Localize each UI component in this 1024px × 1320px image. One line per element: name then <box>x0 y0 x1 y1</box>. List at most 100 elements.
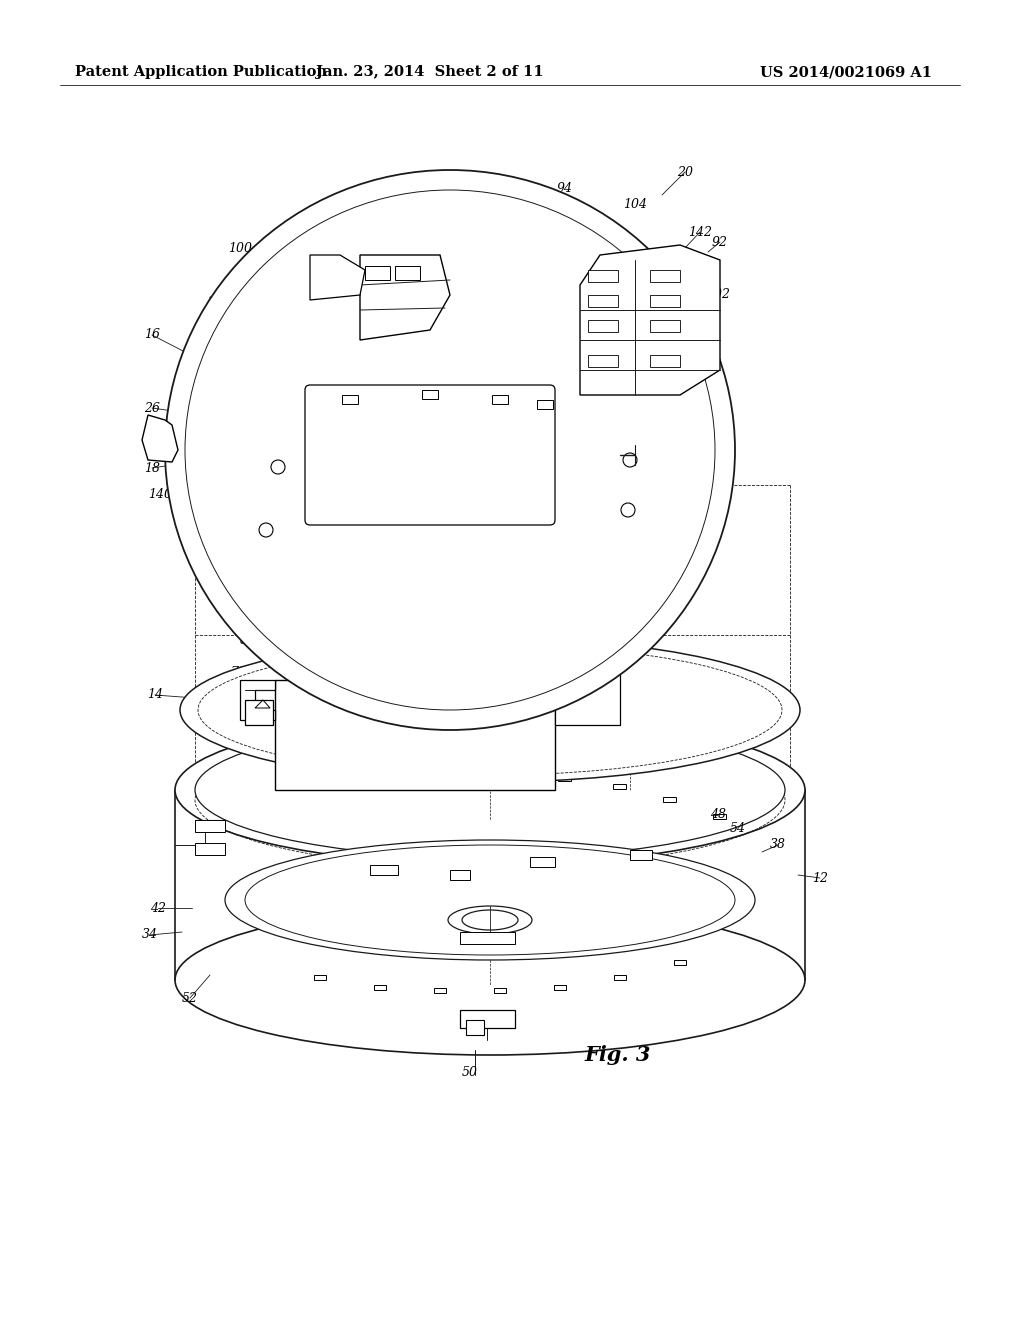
Bar <box>275 680 555 789</box>
Bar <box>537 400 553 409</box>
Text: 12: 12 <box>812 871 828 884</box>
Bar <box>588 294 618 308</box>
Bar <box>342 395 358 404</box>
Bar <box>650 319 680 333</box>
Bar <box>314 975 326 979</box>
Polygon shape <box>142 414 178 462</box>
Text: 92: 92 <box>712 235 728 248</box>
Ellipse shape <box>180 638 800 781</box>
Bar <box>650 271 680 282</box>
Bar <box>422 389 438 399</box>
Text: 112: 112 <box>683 354 707 367</box>
Text: 136: 136 <box>403 285 427 298</box>
Text: 14: 14 <box>147 689 163 701</box>
Bar <box>370 865 398 875</box>
Polygon shape <box>310 255 365 300</box>
Text: 128: 128 <box>353 197 377 210</box>
Text: 82: 82 <box>240 634 256 647</box>
Bar <box>492 395 508 404</box>
Text: 28: 28 <box>207 297 223 309</box>
Text: 32: 32 <box>677 425 693 438</box>
Text: 124: 124 <box>420 355 444 368</box>
Text: 62: 62 <box>327 692 343 705</box>
Text: 50: 50 <box>462 1065 478 1078</box>
Text: 86: 86 <box>490 583 506 597</box>
Bar <box>582 624 604 638</box>
Bar <box>555 665 620 725</box>
Bar <box>614 975 626 979</box>
Bar <box>613 784 626 789</box>
Text: 122: 122 <box>636 385 660 399</box>
Bar <box>245 700 273 725</box>
Bar <box>195 843 225 855</box>
Text: 144: 144 <box>326 519 350 532</box>
Ellipse shape <box>175 715 805 865</box>
Bar <box>570 645 612 671</box>
Bar <box>650 355 680 367</box>
Bar <box>650 294 680 308</box>
Text: 72: 72 <box>297 653 313 667</box>
Text: 132: 132 <box>316 264 340 276</box>
Text: 110: 110 <box>268 252 292 264</box>
Text: 26: 26 <box>144 401 160 414</box>
Text: Jan. 23, 2014  Sheet 2 of 11: Jan. 23, 2014 Sheet 2 of 11 <box>316 65 544 79</box>
Text: 48: 48 <box>710 808 726 821</box>
Text: 18: 18 <box>144 462 160 474</box>
Text: 78: 78 <box>230 665 246 678</box>
Bar <box>588 319 618 333</box>
Bar <box>630 850 652 861</box>
Text: 56: 56 <box>512 746 528 759</box>
Bar <box>588 271 618 282</box>
Text: 24: 24 <box>193 371 208 384</box>
Text: 54: 54 <box>730 821 746 834</box>
Text: 114: 114 <box>686 272 710 285</box>
Bar <box>365 267 390 280</box>
Text: 130: 130 <box>338 371 362 384</box>
Bar <box>195 820 225 832</box>
Text: 138: 138 <box>334 346 358 359</box>
Text: 102: 102 <box>706 289 730 301</box>
Bar <box>555 635 620 649</box>
Text: 116: 116 <box>440 314 464 326</box>
Text: 66: 66 <box>604 615 620 628</box>
Text: 42: 42 <box>150 902 166 915</box>
Bar <box>330 672 365 690</box>
Text: Fig. 3: Fig. 3 <box>585 1045 651 1065</box>
Text: 142: 142 <box>688 226 712 239</box>
Bar <box>494 987 506 993</box>
Text: 68: 68 <box>390 609 406 622</box>
Text: 22: 22 <box>690 368 706 381</box>
FancyBboxPatch shape <box>305 385 555 525</box>
Bar <box>450 870 470 880</box>
Text: 76: 76 <box>264 731 280 744</box>
Text: 134: 134 <box>360 304 384 317</box>
Bar <box>674 960 686 965</box>
Text: 106: 106 <box>433 289 457 302</box>
Bar <box>375 672 410 690</box>
Text: 140: 140 <box>653 469 677 482</box>
Polygon shape <box>580 246 720 395</box>
Text: 34: 34 <box>142 928 158 941</box>
Text: 20: 20 <box>677 165 693 178</box>
Bar <box>582 609 604 620</box>
Bar <box>393 776 406 781</box>
Ellipse shape <box>462 909 518 931</box>
Bar <box>434 987 446 993</box>
Text: 120: 120 <box>486 276 510 289</box>
Text: 90: 90 <box>554 591 570 605</box>
Polygon shape <box>240 680 275 719</box>
Text: 100: 100 <box>228 242 252 255</box>
Bar <box>466 1020 484 1035</box>
Bar <box>530 857 555 867</box>
Text: 108: 108 <box>406 301 430 314</box>
Text: 64: 64 <box>347 696 362 709</box>
Bar <box>449 774 461 777</box>
Bar <box>410 645 440 655</box>
Bar <box>290 645 319 655</box>
Polygon shape <box>360 255 450 341</box>
Bar <box>713 814 726 818</box>
Bar <box>395 267 420 280</box>
Bar <box>588 355 618 367</box>
Text: 70: 70 <box>584 634 600 647</box>
Text: 74: 74 <box>212 722 228 734</box>
